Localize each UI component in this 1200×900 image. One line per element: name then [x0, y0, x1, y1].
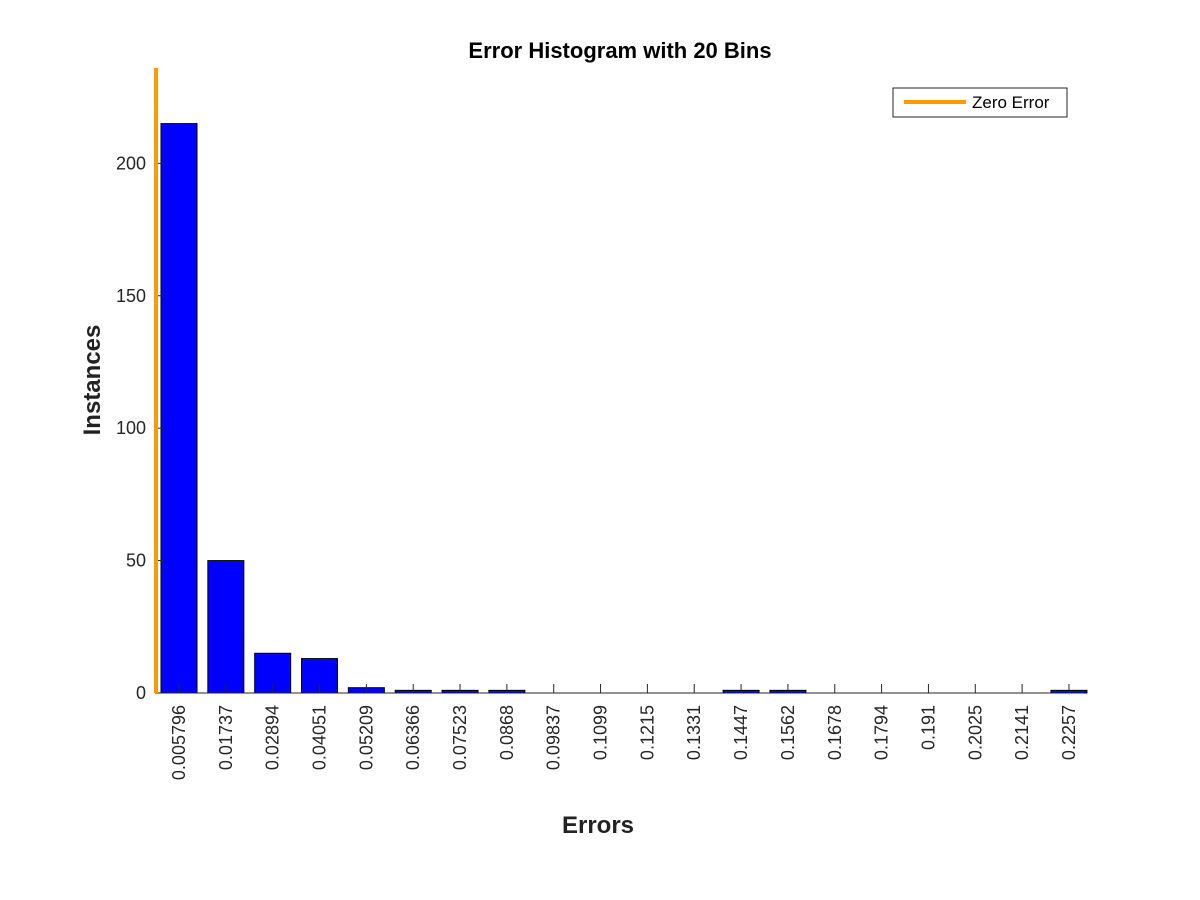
x-tick-label: 0.1678: [825, 705, 845, 760]
x-tick-label: 0.01737: [216, 705, 236, 770]
y-axis-label: Instances: [79, 325, 106, 436]
x-tick-label: 0.2257: [1059, 705, 1079, 760]
x-tick-label: 0.1215: [637, 705, 657, 760]
y-tick-label: 100: [116, 418, 146, 438]
chart-title: Error Histogram with 20 Bins: [468, 38, 771, 63]
x-tick-label: 0.2025: [965, 705, 985, 760]
x-tick-label: 0.04051: [310, 705, 330, 770]
bar-1: [160, 123, 198, 694]
y-ticks-group: 0 50 100 150 200: [116, 153, 164, 703]
y-tick-label: 0: [136, 683, 146, 703]
x-tick-label: 0.0868: [497, 705, 517, 760]
x-tick-label: 0.2141: [1012, 705, 1032, 760]
y-tick-label: 50: [126, 551, 146, 571]
x-ticks-group: 0.005796 0.01737 0.02894 0.04051 0.05209 0.06…: [169, 684, 1079, 780]
x-tick-label: 0.1099: [591, 705, 611, 760]
x-tick-label: 0.1331: [684, 705, 704, 760]
x-tick-label: 0.09837: [544, 705, 564, 770]
x-tick-label: 0.02894: [263, 705, 283, 770]
x-tick-label: 0.1447: [731, 705, 751, 760]
y-tick-label: 200: [116, 153, 146, 173]
x-tick-label: 0.1794: [872, 705, 892, 760]
x-tick-label: 0.07523: [450, 705, 470, 770]
x-tick-label: 0.06366: [403, 705, 423, 770]
legend-zero-error-label: Zero Error: [972, 93, 1050, 112]
legend: Zero Error: [892, 87, 1068, 118]
x-tick-label: 0.191: [918, 705, 938, 750]
bar-2: [207, 560, 245, 694]
y-tick-label: 150: [116, 286, 146, 306]
x-axis-label: Errors: [562, 812, 634, 839]
x-tick-label: 0.05209: [356, 705, 376, 770]
plot-background: [155, 68, 1084, 693]
x-tick-label: 0.1562: [778, 705, 798, 760]
x-tick-label: 0.005796: [169, 705, 189, 780]
